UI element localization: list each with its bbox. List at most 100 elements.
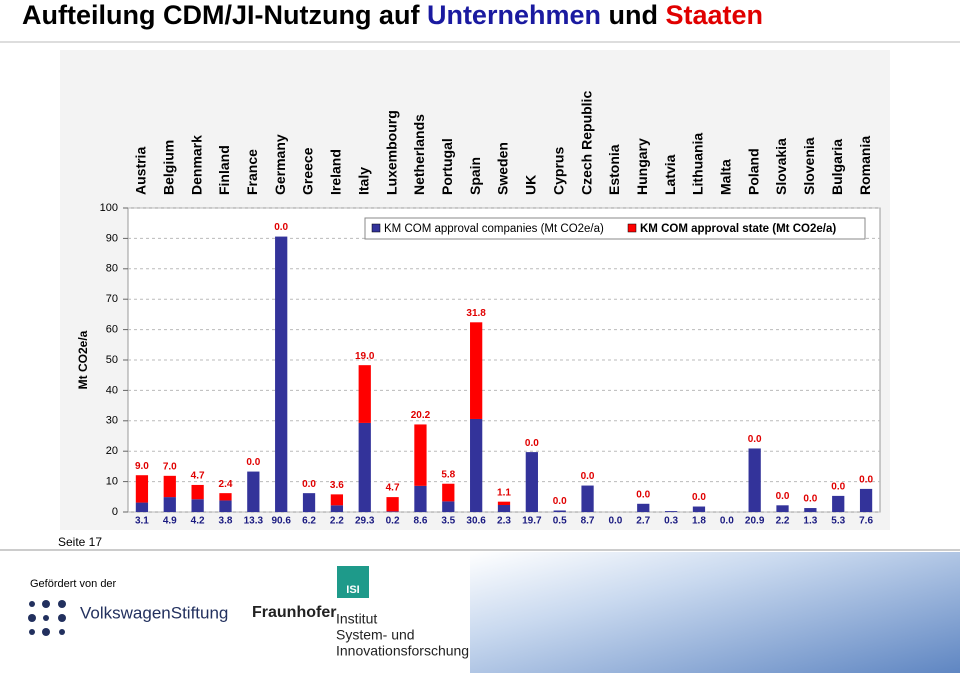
x-tick-label: France: [244, 149, 260, 195]
x-tick-label: Malta: [718, 159, 734, 195]
x-tick-label: Slovakia: [773, 138, 789, 195]
value-label: 1.1: [497, 487, 511, 498]
bar-segment: [414, 485, 427, 512]
value-label: 0.0: [525, 438, 539, 449]
x-tick-label: Luxembourg: [383, 110, 399, 195]
y-tick-label: 90: [106, 232, 118, 244]
bar-segment: [191, 499, 204, 512]
plot-area: [127, 207, 881, 513]
value-label: 0.2: [386, 516, 400, 527]
y-tick-label: 100: [100, 202, 118, 214]
value-label: 0.0: [608, 516, 622, 527]
x-tick-label: Netherlands: [411, 114, 427, 195]
bar-segment: [776, 505, 789, 512]
bar-segment: [692, 506, 706, 512]
value-label: 0.3: [664, 516, 678, 527]
value-label: 0.0: [776, 491, 790, 502]
bar-segment: [832, 495, 845, 512]
bar-segment: [163, 497, 176, 512]
value-label: 0.0: [720, 516, 734, 527]
x-tick-label: Finland: [216, 145, 232, 195]
value-label: 8.7: [581, 516, 595, 527]
value-label: 6.2: [302, 516, 316, 527]
value-label: 5.3: [831, 516, 845, 527]
x-tick-label: Austria: [133, 147, 149, 195]
value-label: 20.9: [745, 516, 765, 527]
value-label: 0.0: [859, 475, 873, 486]
x-tick-label: Greece: [300, 147, 316, 195]
value-label: 90.6: [271, 516, 291, 527]
y-tick-label: 60: [106, 324, 118, 336]
value-label: 1.8: [692, 516, 706, 527]
value-label: 2.2: [330, 516, 344, 527]
value-label: 9.0: [135, 461, 149, 472]
value-label: 8.6: [413, 516, 427, 527]
bar-segment: [470, 322, 483, 419]
logo-text: Institut: [336, 611, 377, 627]
y-tick-label: 50: [106, 354, 118, 366]
value-label: 2.4: [219, 479, 233, 490]
y-axis-label: Mt CO2e/a: [76, 330, 90, 389]
value-label: 0.5: [553, 516, 567, 527]
value-label: 2.2: [776, 516, 790, 527]
value-label: 0.0: [246, 457, 260, 468]
x-tick-label: Germany: [272, 134, 288, 195]
x-tick-label: Sweden: [495, 142, 511, 195]
value-label: 29.3: [355, 516, 375, 527]
funded-by: Gefördert von der: [30, 578, 117, 590]
x-tick-label: UK: [523, 175, 539, 195]
value-label: 20.2: [411, 410, 431, 421]
value-label: 3.5: [441, 516, 455, 527]
vw-dots: [28, 600, 66, 636]
legend-label: KM COM approval companies (Mt CO2e/a): [384, 223, 604, 235]
y-tick-label: 20: [106, 445, 118, 457]
value-label: 3.8: [219, 516, 233, 527]
x-tick-label: Poland: [745, 148, 761, 195]
bar-segment: [358, 365, 371, 423]
value-label: 5.8: [441, 469, 455, 480]
x-tick-label: Romania: [857, 136, 873, 195]
value-label: 0.0: [636, 489, 650, 500]
bar-segment: [302, 493, 316, 512]
title-part: Staaten: [666, 0, 764, 30]
photo-banner: [470, 552, 960, 673]
x-tick-label: Portugal: [439, 138, 455, 195]
bar-segment: [247, 471, 260, 512]
bar-segment: [330, 505, 344, 512]
bar-segment: [664, 511, 678, 512]
page-number: Seite 17: [58, 535, 102, 549]
value-label: 19.0: [355, 351, 375, 362]
title-part: Aufteilung CDM/JI-Nutzung auf: [22, 0, 420, 30]
bar-segment: [135, 475, 149, 503]
value-label: 0.0: [302, 479, 316, 490]
bar-segment: [135, 502, 149, 512]
bar-segment: [330, 494, 344, 506]
logo-text: System- und: [336, 627, 415, 643]
value-label: 0.0: [831, 482, 845, 493]
x-tick-label: Czech Republic: [578, 91, 594, 195]
bar-segment: [386, 497, 399, 512]
bar-segment: [414, 424, 427, 486]
y-tick-label: 80: [106, 263, 118, 275]
y-tick-label: 40: [106, 384, 118, 396]
value-label: 0.0: [581, 471, 595, 482]
value-label: 0.0: [274, 222, 288, 233]
x-tick-label: Bulgaria: [829, 139, 845, 195]
bar-segment: [581, 485, 594, 512]
logo-text: ISI: [346, 584, 359, 596]
bar-segment: [386, 511, 399, 512]
value-label: 30.6: [466, 516, 486, 527]
bar-segment: [358, 422, 371, 512]
value-label: 3.6: [330, 480, 344, 491]
y-tick-label: 30: [106, 415, 118, 427]
title-part: Unternehmen: [427, 0, 601, 30]
bar-segment: [470, 418, 483, 512]
x-tick-label: Belgium: [160, 140, 176, 195]
value-label: 13.3: [244, 516, 264, 527]
x-tick-label: Slovenia: [801, 137, 817, 195]
x-tick-label: Cyprus: [550, 147, 566, 195]
legend-swatch: [627, 223, 637, 233]
value-label: 0.0: [553, 496, 567, 507]
value-label: 2.7: [636, 516, 650, 527]
